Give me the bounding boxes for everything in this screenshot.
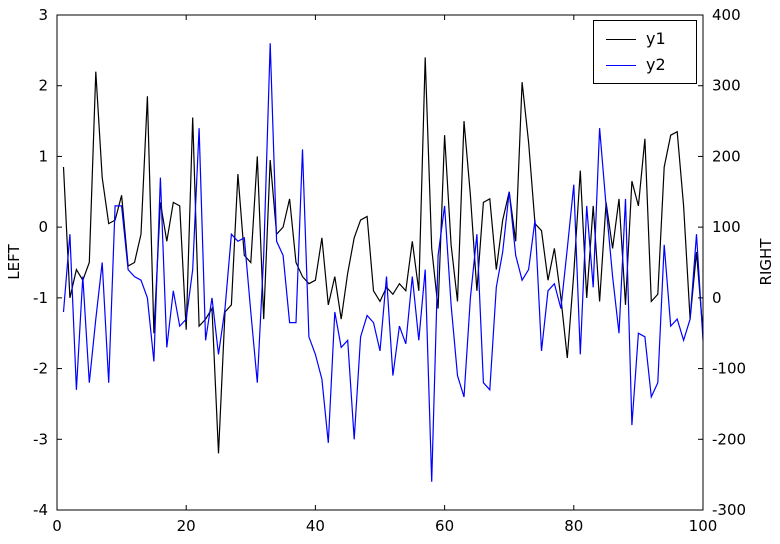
y-left-tick-label: -1 (33, 289, 48, 307)
legend-label-y1: y1 (646, 29, 666, 48)
y-left-tick-label: 0 (38, 218, 48, 236)
x-tick-label: 0 (52, 517, 62, 535)
y1-line-sample (606, 38, 636, 40)
x-tick-label: 100 (689, 517, 718, 535)
x-tick-label: 40 (306, 517, 325, 535)
legend-label-y2: y2 (646, 55, 666, 74)
x-tick-label: 20 (177, 517, 196, 535)
y-left-tick-label: -4 (33, 501, 48, 519)
y2-line-sample (606, 64, 636, 66)
y-right-tick-label: 0 (712, 289, 722, 307)
axes-frame (56, 14, 704, 511)
y-left-tick-label: -2 (33, 360, 48, 378)
left-axis-label: LEFT (5, 244, 23, 280)
y2-line (62, 43, 704, 482)
x-tick-label: 60 (435, 517, 454, 535)
y-right-tick-label: -100 (712, 360, 746, 378)
y-left-tick-label: -3 (33, 430, 48, 448)
y-left-tick-label: 1 (38, 147, 48, 165)
y1-line (62, 57, 704, 454)
x-tick-label: 80 (564, 517, 583, 535)
y-right-tick-label: 400 (712, 6, 741, 24)
legend-item-y2: y2 (594, 52, 696, 78)
y-right-tick-label: 200 (712, 147, 741, 165)
y-left-tick-label: 3 (38, 6, 48, 24)
y-left-tick-label: 2 (38, 77, 48, 95)
legend-item-y1: y1 (594, 26, 696, 52)
right-axis-label: RIGHT (757, 238, 775, 286)
y-right-tick-label: 300 (712, 77, 741, 95)
y-right-tick-label: -200 (712, 430, 746, 448)
y-right-tick-label: -300 (712, 501, 746, 519)
legend: y1 y2 (593, 20, 697, 84)
y-right-tick-label: 100 (712, 218, 741, 236)
